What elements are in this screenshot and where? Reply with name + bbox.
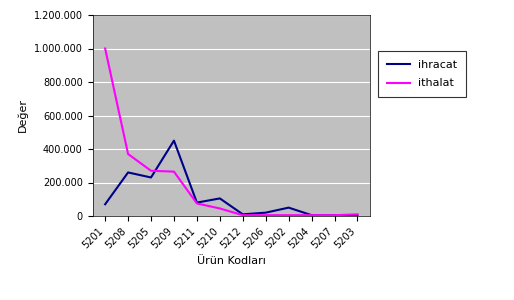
ithalat: [240, 213, 246, 217]
ihracat: [354, 213, 360, 217]
ihracat: [332, 213, 338, 217]
ithalat: [125, 152, 131, 156]
Line: ithalat: ithalat: [105, 49, 357, 215]
ithalat: [194, 202, 200, 205]
ithalat: [308, 213, 315, 217]
ihracat: [240, 212, 246, 216]
ihracat: [171, 139, 177, 142]
X-axis label: Ürün Kodları: Ürün Kodları: [197, 256, 266, 266]
ihracat: [148, 176, 154, 179]
Y-axis label: Değer: Değer: [18, 98, 28, 133]
ihracat: [194, 201, 200, 204]
ithalat: [263, 213, 269, 217]
Line: ihracat: ihracat: [105, 141, 357, 215]
ithalat: [332, 213, 338, 217]
ihracat: [102, 202, 108, 206]
Legend: ihracat, ithalat: ihracat, ithalat: [378, 51, 466, 98]
ihracat: [308, 213, 315, 217]
ihracat: [263, 211, 269, 214]
ithalat: [354, 212, 360, 216]
ihracat: [125, 171, 131, 174]
ithalat: [102, 47, 108, 50]
ithalat: [148, 169, 154, 172]
ithalat: [217, 207, 223, 210]
ihracat: [286, 206, 292, 209]
ihracat: [217, 196, 223, 200]
ithalat: [171, 170, 177, 173]
ithalat: [286, 213, 292, 217]
